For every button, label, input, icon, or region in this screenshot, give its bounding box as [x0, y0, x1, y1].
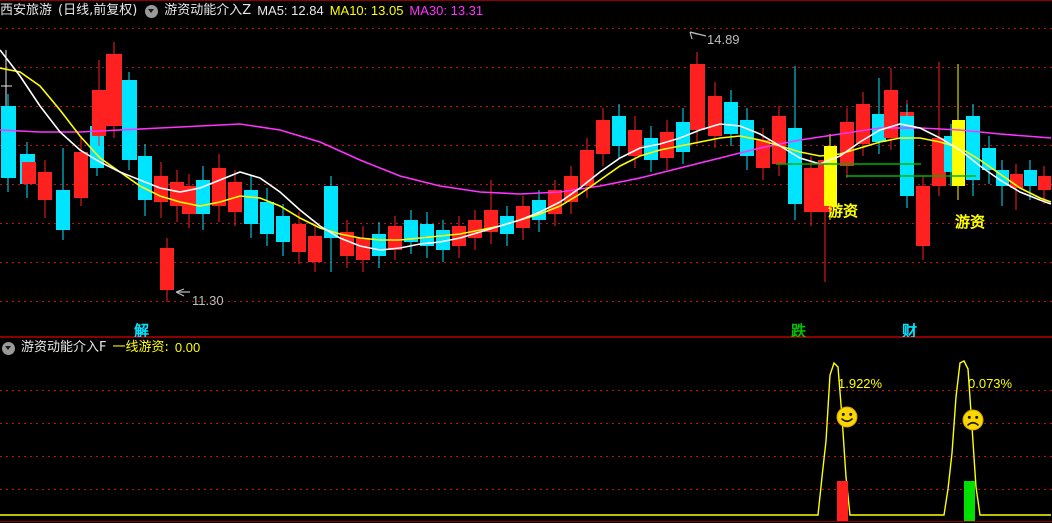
ma30-readout: MA30: 13.31: [409, 3, 484, 18]
sub-chart-header: 游资动能介入F 一线游资: 0.00: [0, 337, 1052, 358]
gridline: [0, 390, 1052, 391]
high-price-marker: 14.89: [707, 32, 740, 47]
gridline: [0, 145, 1052, 146]
frowning-face-icon: [962, 409, 984, 431]
low-price-marker: 11.30: [192, 293, 224, 308]
sub-series-value: 0.00: [174, 340, 201, 355]
axis-mark-cai: 财: [902, 322, 918, 337]
smiling-face-icon: [836, 406, 858, 428]
price-chart-pane[interactable]: 14.89 11.30 游资 游资 解 跌 财: [0, 20, 1052, 337]
sub-indicator-name[interactable]: 游资动能介入F: [21, 340, 107, 355]
axis-mark-jie: 解: [134, 322, 150, 337]
ma5-readout: MA5: 12.84: [257, 3, 324, 18]
sub-series-label: 一线游资:: [112, 340, 169, 355]
signal-label-youzi-2: 游资: [955, 213, 986, 231]
indicator-chart-pane[interactable]: 1.922% 0.073%: [0, 357, 1052, 523]
indicator-bar-up: [837, 481, 848, 521]
ma10-readout: MA10: 13.05: [329, 3, 404, 18]
gridline: [0, 28, 1052, 29]
ma30-line: [0, 123, 1052, 195]
pane-bottom-rule: [0, 521, 1052, 522]
gridline: [0, 423, 1052, 424]
peak-value-label-2: 0.073%: [968, 376, 1013, 391]
peak-value-label-1: 1.922%: [838, 376, 883, 391]
gridline: [0, 106, 1052, 107]
main-chart-header: 西安旅游 (日线,前复权) 游资动能介入Z MA5: 12.84 MA10: 1…: [0, 0, 1052, 21]
indicator-bar-down: [964, 481, 975, 521]
chart-period: (日线,前复权): [58, 3, 138, 18]
high-marker-arrow: [689, 31, 707, 40]
low-marker-arrow: [175, 288, 190, 297]
indicator-baseline: [0, 360, 1051, 516]
ma10-line: [0, 67, 1052, 241]
signal-label-youzi-1: 游资: [828, 202, 859, 220]
ma5-line: [0, 49, 1052, 251]
chevron-down-circle-icon[interactable]: [2, 341, 15, 355]
gridline: [0, 67, 1052, 68]
gridline: [0, 301, 1052, 302]
stock-name: 西安旅游: [0, 3, 53, 18]
gridline: [0, 456, 1052, 457]
chevron-down-circle-icon[interactable]: [145, 4, 159, 18]
candlestick-layer: [0, 31, 1052, 302]
main-indicator-name[interactable]: 游资动能介入Z: [164, 3, 252, 18]
gridline: [0, 489, 1052, 490]
pane-divider: [0, 336, 1052, 337]
candles: [1, 42, 1051, 302]
gridline: [0, 184, 1052, 185]
indicator-layer: [0, 360, 1051, 521]
gridline: [0, 262, 1052, 263]
axis-mark-die: 跌: [791, 322, 807, 337]
